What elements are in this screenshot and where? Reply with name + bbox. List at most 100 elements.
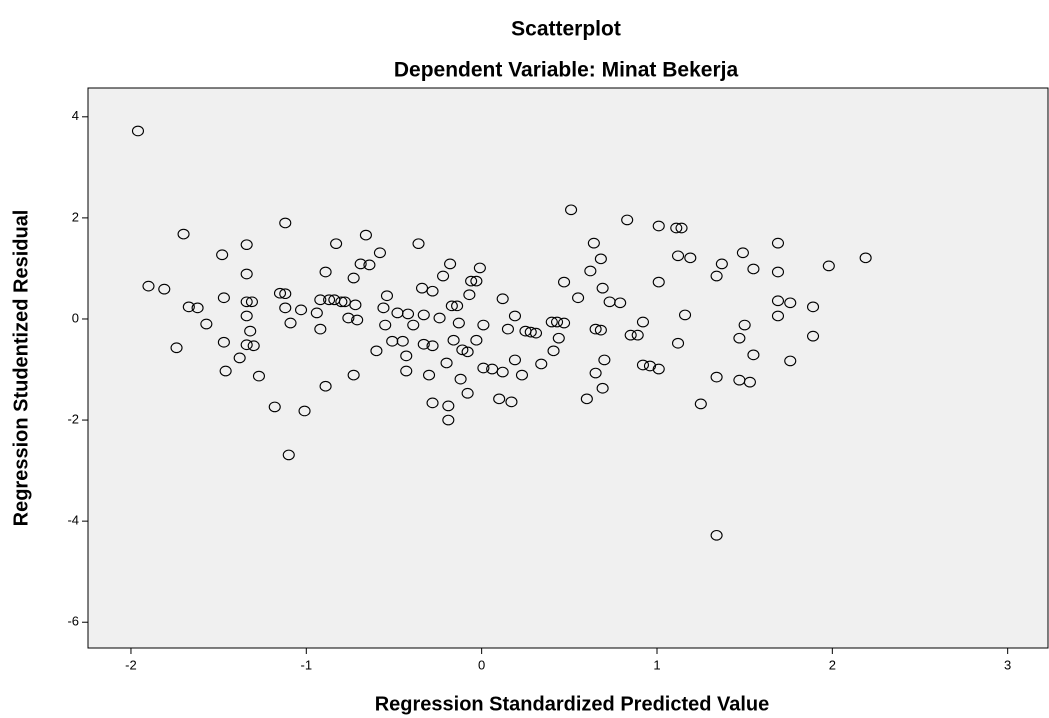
point: [508, 310, 522, 322]
point: [806, 330, 820, 342]
point: [529, 327, 543, 339]
y-tick-label: -4: [67, 513, 79, 528]
point: [822, 260, 835, 272]
point: [715, 258, 728, 270]
point: [319, 380, 332, 392]
point: [589, 323, 602, 335]
point: [417, 338, 430, 350]
point: [473, 262, 486, 274]
point: [643, 360, 657, 372]
point: [596, 282, 609, 294]
point: [252, 370, 266, 382]
point: [240, 296, 253, 308]
point: [470, 334, 483, 346]
point: [743, 376, 756, 388]
point: [400, 350, 413, 362]
point: [426, 340, 439, 352]
point: [524, 326, 537, 338]
point: [621, 214, 634, 226]
point: [310, 307, 323, 319]
point: [624, 329, 637, 341]
point: [177, 228, 190, 240]
point: [636, 316, 650, 328]
point: [200, 318, 213, 330]
point: [268, 401, 281, 413]
point: [233, 352, 246, 364]
point: [240, 268, 253, 280]
point: [445, 300, 458, 312]
point: [771, 266, 785, 278]
point: [596, 382, 609, 394]
point: [440, 357, 453, 369]
chart-title: Scatterplot: [511, 18, 621, 41]
point: [508, 354, 522, 366]
point: [294, 304, 308, 316]
point: [652, 363, 665, 375]
point: [594, 324, 607, 336]
x-axis-label: Regression Standardized Predicted Value: [375, 693, 770, 715]
point: [493, 393, 506, 405]
point: [671, 337, 685, 349]
point: [684, 252, 697, 264]
point: [589, 367, 602, 379]
point: [191, 302, 204, 314]
point: [452, 317, 465, 329]
point: [736, 247, 749, 259]
point: [477, 362, 490, 374]
point: [298, 405, 311, 417]
point: [614, 297, 627, 309]
point: [347, 369, 360, 381]
point: [401, 308, 415, 320]
point: [670, 222, 683, 234]
point: [170, 342, 183, 354]
y-tick-label: 0: [72, 310, 79, 325]
point: [279, 288, 292, 300]
point: [451, 300, 464, 312]
point: [594, 253, 607, 265]
point: [216, 249, 229, 261]
point: [219, 365, 232, 377]
point: [422, 369, 436, 381]
point: [461, 387, 474, 399]
point: [572, 292, 585, 304]
point: [444, 258, 457, 270]
point: [584, 265, 597, 277]
point: [545, 316, 558, 328]
point: [587, 237, 600, 249]
point: [598, 354, 611, 366]
point: [323, 294, 336, 306]
point: [279, 302, 292, 314]
point: [465, 275, 478, 287]
point: [738, 319, 751, 331]
chart-subtitle: Dependent Variable: Minat Bekerja: [394, 59, 739, 82]
point: [373, 247, 386, 259]
point: [784, 297, 797, 309]
point: [247, 340, 260, 352]
point: [547, 345, 560, 357]
point: [417, 309, 430, 321]
point: [240, 310, 253, 322]
point: [477, 319, 490, 331]
y-tick-label: -2: [67, 411, 79, 426]
y-tick-label: 4: [72, 108, 79, 123]
point: [470, 275, 483, 287]
y-axis-label: Regression Studentized Residual: [10, 210, 32, 527]
point: [426, 285, 439, 297]
point: [131, 125, 145, 137]
point: [747, 349, 760, 361]
x-tick-label: 2: [829, 657, 836, 672]
point: [558, 317, 571, 329]
point: [335, 296, 348, 308]
point: [377, 302, 390, 314]
point: [501, 323, 514, 335]
point: [351, 314, 364, 326]
point: [558, 276, 571, 288]
point: [505, 396, 518, 408]
point: [456, 344, 469, 356]
point: [273, 287, 287, 299]
point: [771, 237, 785, 249]
point: [733, 332, 746, 344]
point: [217, 292, 230, 304]
point: [433, 312, 446, 324]
